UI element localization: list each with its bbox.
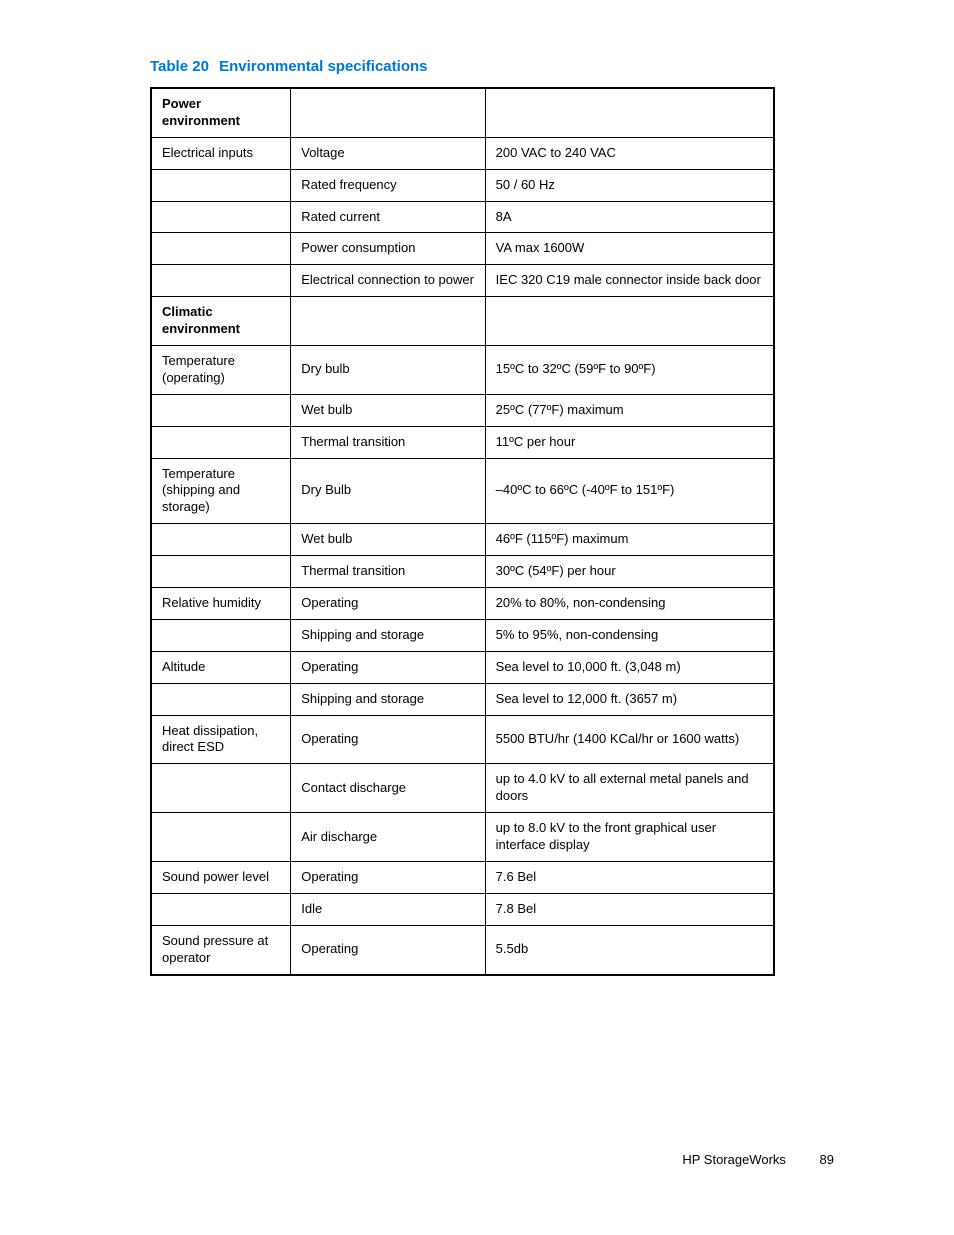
table-cell: 30ºC (54ºF) per hour [485, 556, 774, 588]
page-footer: HP StorageWorks 89 [682, 1152, 834, 1167]
table-cell: 5500 BTU/hr (1400 KCal/hr or 1600 watts) [485, 715, 774, 764]
table-cell [291, 297, 485, 346]
table-cell: Rated frequency [291, 169, 485, 201]
table-cell: IEC 320 C19 male connector inside back d… [485, 265, 774, 297]
table-cell: 5% to 95%, non-condensing [485, 619, 774, 651]
table-cell: up to 8.0 kV to the front graphical user… [485, 813, 774, 862]
table-cell [291, 88, 485, 137]
table-cell: up to 4.0 kV to all external metal panel… [485, 764, 774, 813]
page-number: 89 [820, 1152, 834, 1167]
table-row: Heat dissipation, direct ESDOperating550… [151, 715, 774, 764]
table-cell: Power consumption [291, 233, 485, 265]
table-cell: VA max 1600W [485, 233, 774, 265]
table-row: Thermal transition30ºC (54ºF) per hour [151, 556, 774, 588]
table-cell [151, 265, 291, 297]
table-row: Electrical inputsVoltage200 VAC to 240 V… [151, 137, 774, 169]
table-cell [151, 524, 291, 556]
table-cell: Voltage [291, 137, 485, 169]
table-cell: Operating [291, 588, 485, 620]
table-cell: 8A [485, 201, 774, 233]
table-row: Shipping and storageSea level to 12,000 … [151, 683, 774, 715]
table-cell: 7.8 Bel [485, 893, 774, 925]
table-cell: Sound power level [151, 861, 291, 893]
table-cell: Sound pressure at operator [151, 925, 291, 974]
table-cell: Operating [291, 861, 485, 893]
table-row: Sound power levelOperating7.6 Bel [151, 861, 774, 893]
table-cell [151, 426, 291, 458]
table-cell: 5.5db [485, 925, 774, 974]
table-row: Air dischargeup to 8.0 kV to the front g… [151, 813, 774, 862]
table-cell: Electrical connection to power [291, 265, 485, 297]
table-cell [151, 893, 291, 925]
table-cell: Thermal transition [291, 556, 485, 588]
table-cell: 46ºF (115ºF) maximum [485, 524, 774, 556]
table-cell: Temperature (shipping and storage) [151, 458, 291, 524]
table-cell: –40ºC to 66ºC (-40ºF to 151ºF) [485, 458, 774, 524]
table-cell: 15ºC to 32ºC (59ºF to 90ºF) [485, 346, 774, 395]
table-cell: Operating [291, 651, 485, 683]
table-row: Shipping and storage5% to 95%, non-conde… [151, 619, 774, 651]
table-row: Temperature (shipping and storage)Dry Bu… [151, 458, 774, 524]
table-cell: 20% to 80%, non-condensing [485, 588, 774, 620]
table-cell: Shipping and storage [291, 619, 485, 651]
table-cell [485, 88, 774, 137]
table-cell: Operating [291, 925, 485, 974]
table-row: Sound pressure at operatorOperating5.5db [151, 925, 774, 974]
table-cell [151, 556, 291, 588]
table-cell: Climatic environment [151, 297, 291, 346]
footer-text: HP StorageWorks [682, 1152, 786, 1167]
table-cell: Sea level to 12,000 ft. (3657 m) [485, 683, 774, 715]
table-cell: 11ºC per hour [485, 426, 774, 458]
table-caption: Environmental specifications [219, 58, 427, 75]
table-row: Idle7.8 Bel [151, 893, 774, 925]
table-cell: Contact discharge [291, 764, 485, 813]
table-title: Table 20 Environmental specifications [150, 58, 834, 75]
table-row: Wet bulb46ºF (115ºF) maximum [151, 524, 774, 556]
table-row: Power consumptionVA max 1600W [151, 233, 774, 265]
table-cell [151, 619, 291, 651]
table-row: Rated current8A [151, 201, 774, 233]
table-cell: Operating [291, 715, 485, 764]
table-cell: Air discharge [291, 813, 485, 862]
table-cell: 25ºC (77ºF) maximum [485, 394, 774, 426]
table-cell: Wet bulb [291, 394, 485, 426]
table-row: Power environment [151, 88, 774, 137]
table-cell: Thermal transition [291, 426, 485, 458]
table-row: Relative humidityOperating20% to 80%, no… [151, 588, 774, 620]
table-cell [151, 169, 291, 201]
table-cell [151, 394, 291, 426]
table-cell: Wet bulb [291, 524, 485, 556]
table-cell: Rated current [291, 201, 485, 233]
table-row: Wet bulb25ºC (77ºF) maximum [151, 394, 774, 426]
table-cell: Sea level to 10,000 ft. (3,048 m) [485, 651, 774, 683]
table-cell: Temperature (operating) [151, 346, 291, 395]
table-cell: Altitude [151, 651, 291, 683]
spec-table: Power environmentElectrical inputsVoltag… [150, 87, 775, 976]
table-cell: Relative humidity [151, 588, 291, 620]
table-cell [151, 683, 291, 715]
table-row: Electrical connection to powerIEC 320 C1… [151, 265, 774, 297]
table-cell: Electrical inputs [151, 137, 291, 169]
table-cell: Shipping and storage [291, 683, 485, 715]
table-cell: 200 VAC to 240 VAC [485, 137, 774, 169]
table-cell: Power environment [151, 88, 291, 137]
table-cell: Dry Bulb [291, 458, 485, 524]
table-row: Contact dischargeup to 4.0 kV to all ext… [151, 764, 774, 813]
table-cell: 7.6 Bel [485, 861, 774, 893]
table-cell [151, 813, 291, 862]
table-cell [151, 764, 291, 813]
table-number: Table 20 [150, 58, 209, 75]
table-row: Climatic environment [151, 297, 774, 346]
table-cell: Heat dissipation, direct ESD [151, 715, 291, 764]
table-cell: Dry bulb [291, 346, 485, 395]
table-row: Temperature (operating)Dry bulb15ºC to 3… [151, 346, 774, 395]
table-cell: 50 / 60 Hz [485, 169, 774, 201]
table-cell [151, 233, 291, 265]
table-row: Rated frequency50 / 60 Hz [151, 169, 774, 201]
table-cell: Idle [291, 893, 485, 925]
table-row: AltitudeOperatingSea level to 10,000 ft.… [151, 651, 774, 683]
table-row: Thermal transition11ºC per hour [151, 426, 774, 458]
table-cell [485, 297, 774, 346]
table-cell [151, 201, 291, 233]
